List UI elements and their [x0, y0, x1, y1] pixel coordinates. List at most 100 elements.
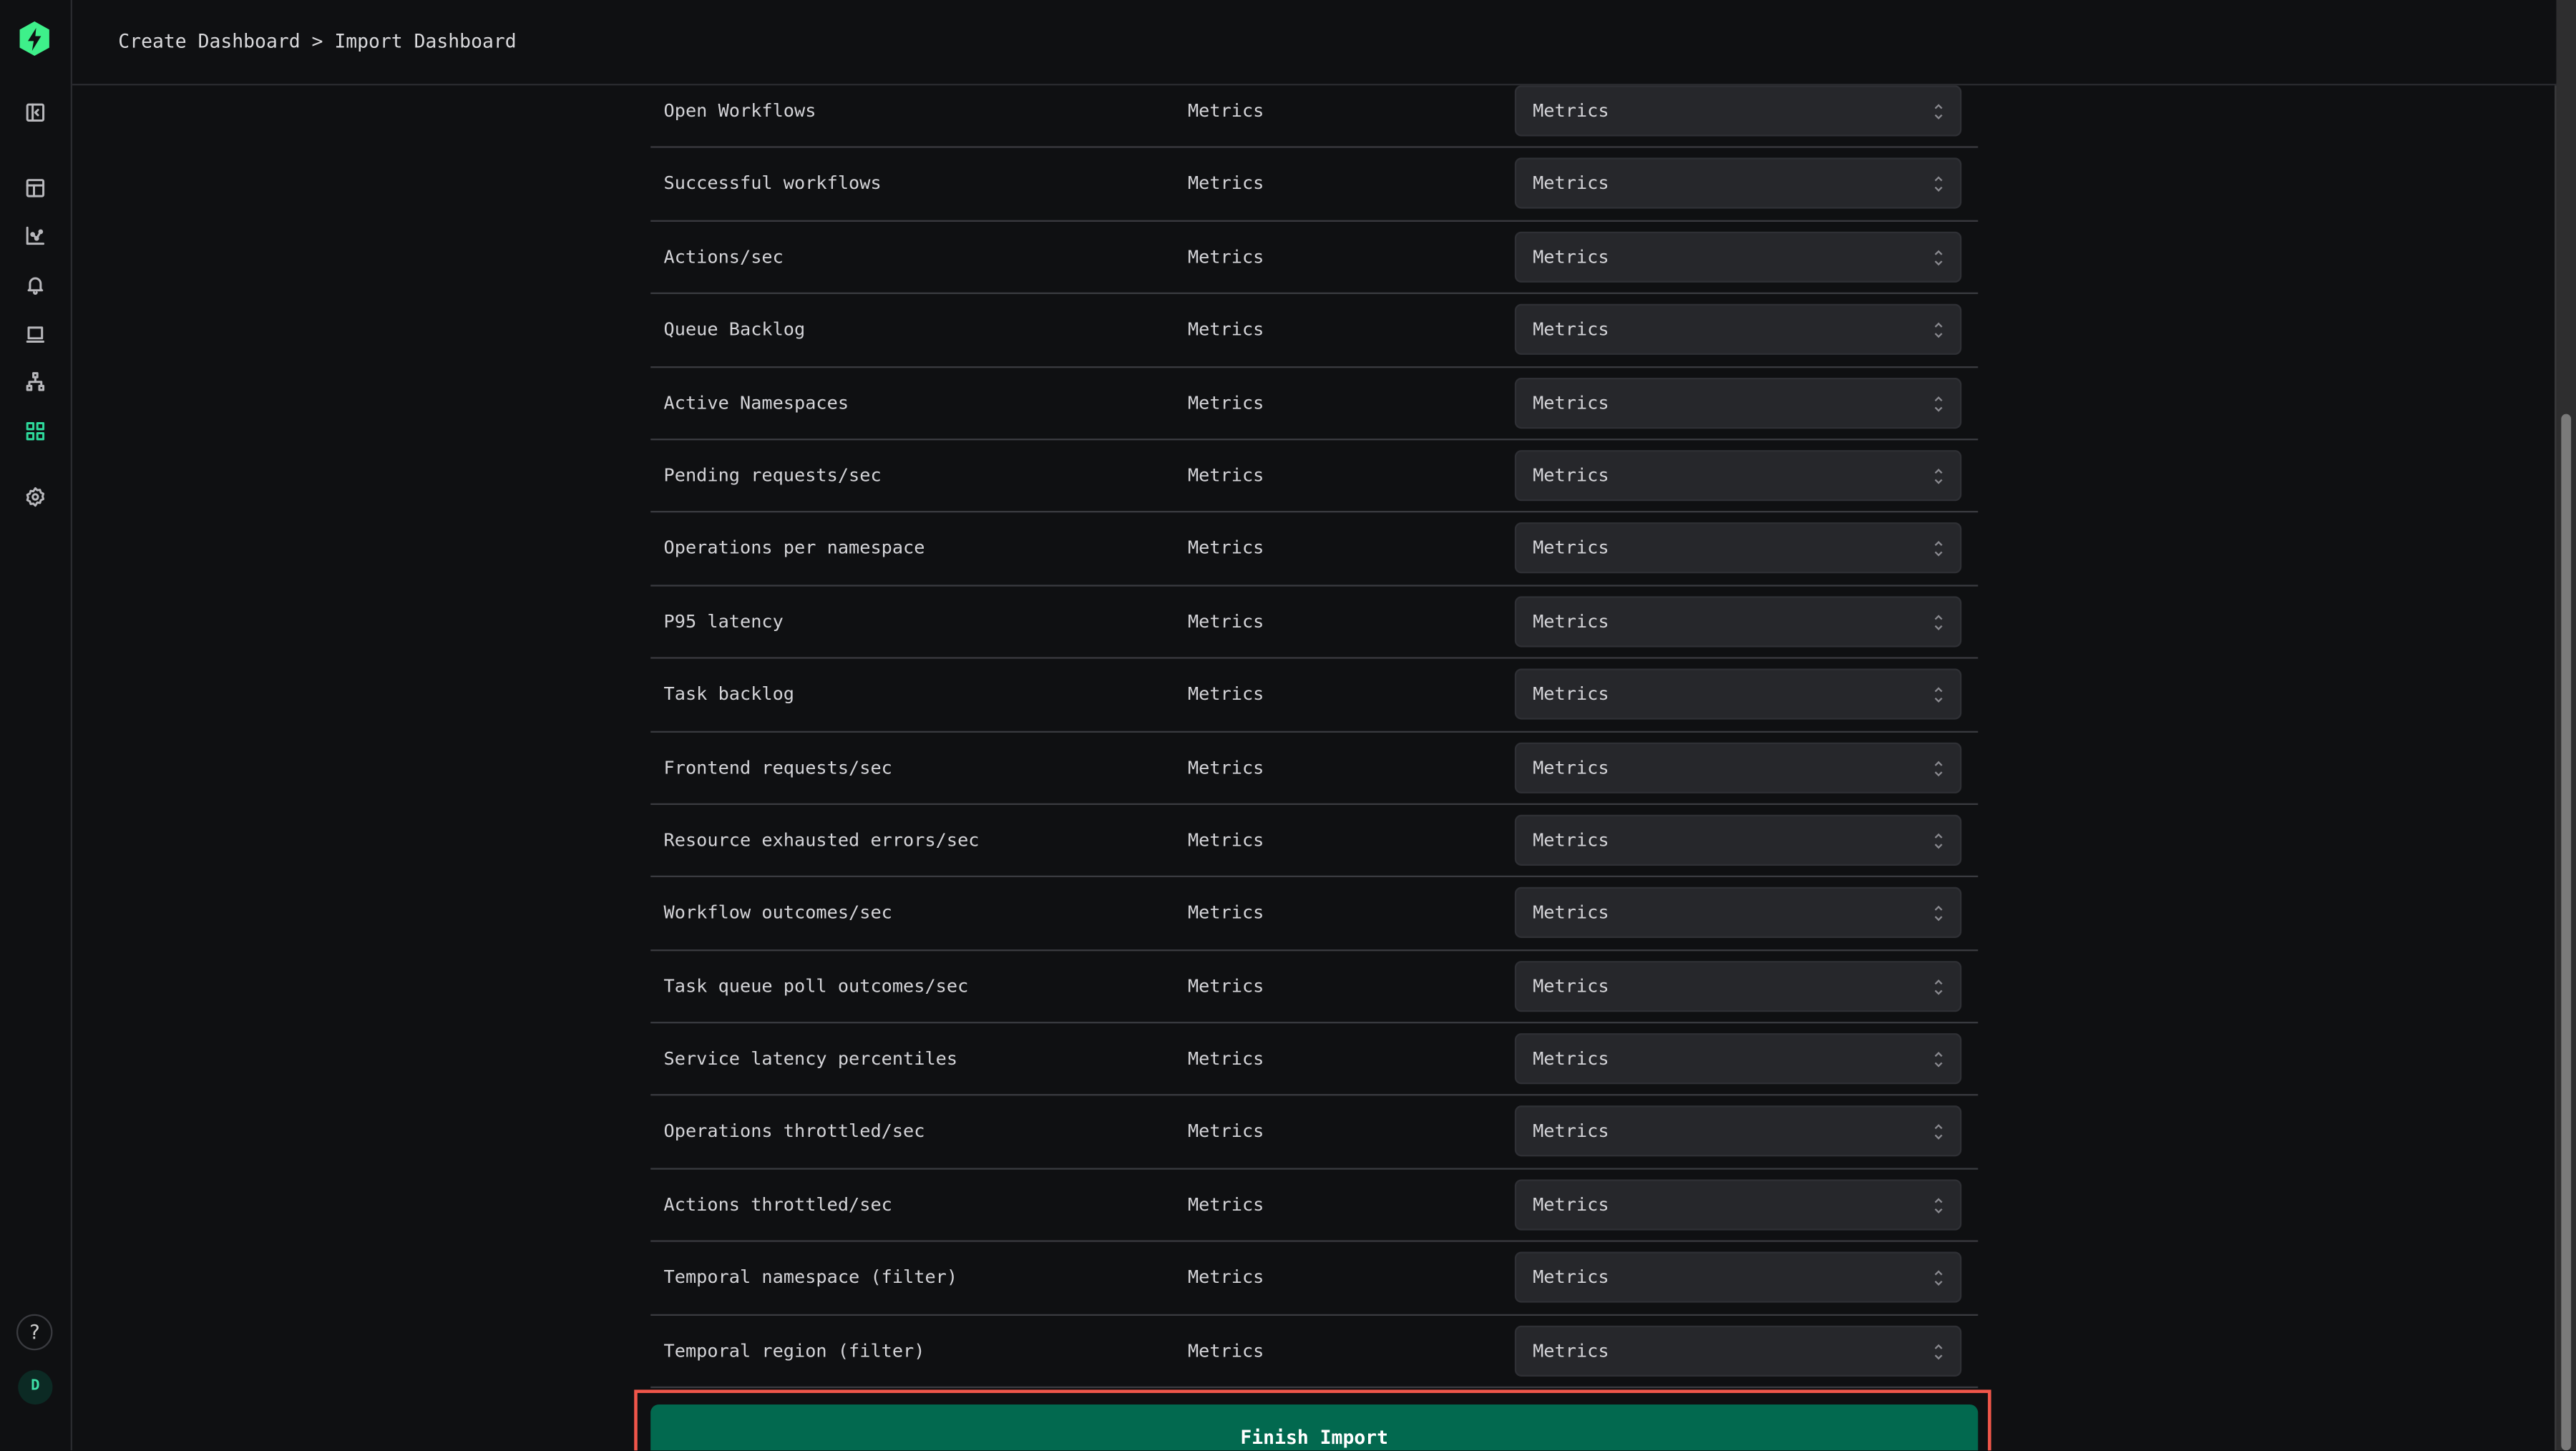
- table-row: Workflow outcomes/sec Metrics Metrics: [650, 878, 1979, 951]
- chevron-up-down-icon: [1934, 395, 1943, 411]
- breadcrumb: Create Dashboard > Import Dashboard: [118, 29, 517, 53]
- laptop-icon[interactable]: [21, 321, 48, 347]
- table-row: Resource exhausted errors/sec Metrics Me…: [650, 805, 1979, 878]
- apps-grid-icon[interactable]: [21, 417, 48, 444]
- datasource-select[interactable]: Metrics: [1514, 814, 1962, 866]
- datasource-select[interactable]: Metrics: [1514, 377, 1962, 429]
- select-value: Metrics: [1533, 1339, 1609, 1362]
- select-value: Metrics: [1533, 756, 1609, 778]
- datasource-select[interactable]: Metrics: [1514, 741, 1962, 793]
- gear-icon[interactable]: [21, 483, 48, 509]
- select-value: Metrics: [1533, 902, 1609, 924]
- table-row: Operations per namespace Metrics Metrics: [650, 513, 1979, 587]
- panel-name: Operations per namespace: [663, 537, 925, 560]
- chevron-up-down-icon: [1934, 177, 1943, 192]
- select-value: Metrics: [1533, 683, 1609, 705]
- datasource-select[interactable]: Metrics: [1514, 231, 1962, 283]
- chart-icon[interactable]: [21, 222, 48, 248]
- panel-name: Pending requests/sec: [663, 464, 882, 487]
- chevron-up-down-icon: [1934, 104, 1943, 119]
- select-value: Metrics: [1533, 1120, 1609, 1143]
- datasource-select[interactable]: Metrics: [1514, 960, 1962, 1012]
- datasource-select[interactable]: Metrics: [1514, 85, 1962, 137]
- datasource-select[interactable]: Metrics: [1514, 158, 1962, 210]
- table-row: P95 latency Metrics Metrics: [650, 586, 1979, 659]
- panel-name: Workflow outcomes/sec: [663, 902, 892, 924]
- panel-name: Resource exhausted errors/sec: [663, 829, 980, 851]
- panel-type: Metrics: [1187, 1193, 1264, 1216]
- select-value: Metrics: [1533, 464, 1609, 487]
- panel-collapse-icon[interactable]: [21, 99, 48, 125]
- network-icon[interactable]: [21, 368, 48, 394]
- datasource-select[interactable]: Metrics: [1514, 595, 1962, 647]
- chevron-up-down-icon: [1934, 760, 1943, 776]
- panel-type: Metrics: [1187, 610, 1264, 632]
- table-row: Actions throttled/sec Metrics Metrics: [650, 1169, 1979, 1243]
- panel-name: Actions throttled/sec: [663, 1193, 892, 1216]
- table-row: Temporal namespace (filter) Metrics Metr…: [650, 1242, 1979, 1316]
- datasource-select[interactable]: Metrics: [1514, 1252, 1962, 1304]
- panel-name: Task queue poll outcomes/sec: [663, 975, 969, 997]
- panel-name: Active Namespaces: [663, 391, 849, 414]
- chevron-up-down-icon: [1934, 687, 1943, 703]
- panel-type: Metrics: [1187, 1120, 1264, 1143]
- datasource-select[interactable]: Metrics: [1514, 304, 1962, 356]
- table-row: Active Namespaces Metrics Metrics: [650, 367, 1979, 441]
- panel-name: Temporal region (filter): [663, 1339, 925, 1362]
- panel-name: Actions/sec: [663, 245, 784, 268]
- select-value: Metrics: [1533, 829, 1609, 851]
- datasource-select[interactable]: Metrics: [1514, 1179, 1962, 1231]
- panel-name: Successful workflows: [663, 172, 882, 195]
- chevron-up-down-icon: [1934, 468, 1943, 484]
- finish-import-button[interactable]: Finish Import: [650, 1404, 1979, 1451]
- chevron-up-down-icon: [1934, 1052, 1943, 1068]
- help-button[interactable]: ?: [16, 1314, 53, 1351]
- select-value: Metrics: [1533, 1193, 1609, 1216]
- datasource-select[interactable]: Metrics: [1514, 887, 1962, 939]
- select-value: Metrics: [1533, 1266, 1609, 1289]
- panel-mapping-table: Open Workflows Metrics Metrics Successfu…: [650, 76, 1979, 1389]
- datasource-select[interactable]: Metrics: [1514, 522, 1962, 575]
- table-row: Task queue poll outcomes/sec Metrics Met…: [650, 951, 1979, 1024]
- scrollbar-thumb[interactable]: [2561, 414, 2572, 1451]
- panel-type: Metrics: [1187, 464, 1264, 487]
- select-value: Metrics: [1533, 172, 1609, 195]
- panel-type: Metrics: [1187, 683, 1264, 705]
- table-row: Service latency percentiles Metrics Metr…: [650, 1024, 1979, 1097]
- panel-name: Queue Backlog: [663, 318, 806, 341]
- panel-type: Metrics: [1187, 245, 1264, 268]
- panel-name: Task backlog: [663, 683, 795, 705]
- table-row: Operations throttled/sec Metrics Metrics: [650, 1096, 1979, 1170]
- datasource-select[interactable]: Metrics: [1514, 1033, 1962, 1085]
- table-row: Open Workflows Metrics Metrics: [650, 76, 1979, 149]
- panel-type: Metrics: [1187, 391, 1264, 414]
- panel-type: Metrics: [1187, 829, 1264, 851]
- panel-type: Metrics: [1187, 1339, 1264, 1362]
- datasource-select[interactable]: Metrics: [1514, 449, 1962, 502]
- sidebar: ? D: [0, 0, 73, 1451]
- avatar[interactable]: D: [18, 1369, 53, 1405]
- datasource-select[interactable]: Metrics: [1514, 1324, 1962, 1377]
- table-row: Successful workflows Metrics Metrics: [650, 149, 1979, 222]
- datasource-select[interactable]: Metrics: [1514, 1106, 1962, 1158]
- panel-type: Metrics: [1187, 100, 1264, 122]
- select-value: Metrics: [1533, 391, 1609, 414]
- datasource-select[interactable]: Metrics: [1514, 668, 1962, 720]
- panel-type: Metrics: [1187, 537, 1264, 560]
- table-row: Frontend requests/sec Metrics Metrics: [650, 732, 1979, 805]
- table-row: Pending requests/sec Metrics Metrics: [650, 440, 1979, 514]
- panel-name: Open Workflows: [663, 100, 816, 122]
- panel-name: Frontend requests/sec: [663, 756, 892, 778]
- chevron-up-down-icon: [1934, 614, 1943, 630]
- logo[interactable]: [18, 21, 51, 58]
- panel-type: Metrics: [1187, 756, 1264, 778]
- select-value: Metrics: [1533, 975, 1609, 997]
- table-grid-icon[interactable]: [21, 174, 48, 200]
- scrollbar[interactable]: [2555, 0, 2576, 1451]
- chevron-up-down-icon: [1934, 1198, 1943, 1213]
- bell-icon[interactable]: [21, 271, 48, 298]
- panel-type: Metrics: [1187, 318, 1264, 341]
- header: Create Dashboard > Import Dashboard: [72, 0, 2557, 86]
- panel-type: Metrics: [1187, 902, 1264, 924]
- select-value: Metrics: [1533, 100, 1609, 122]
